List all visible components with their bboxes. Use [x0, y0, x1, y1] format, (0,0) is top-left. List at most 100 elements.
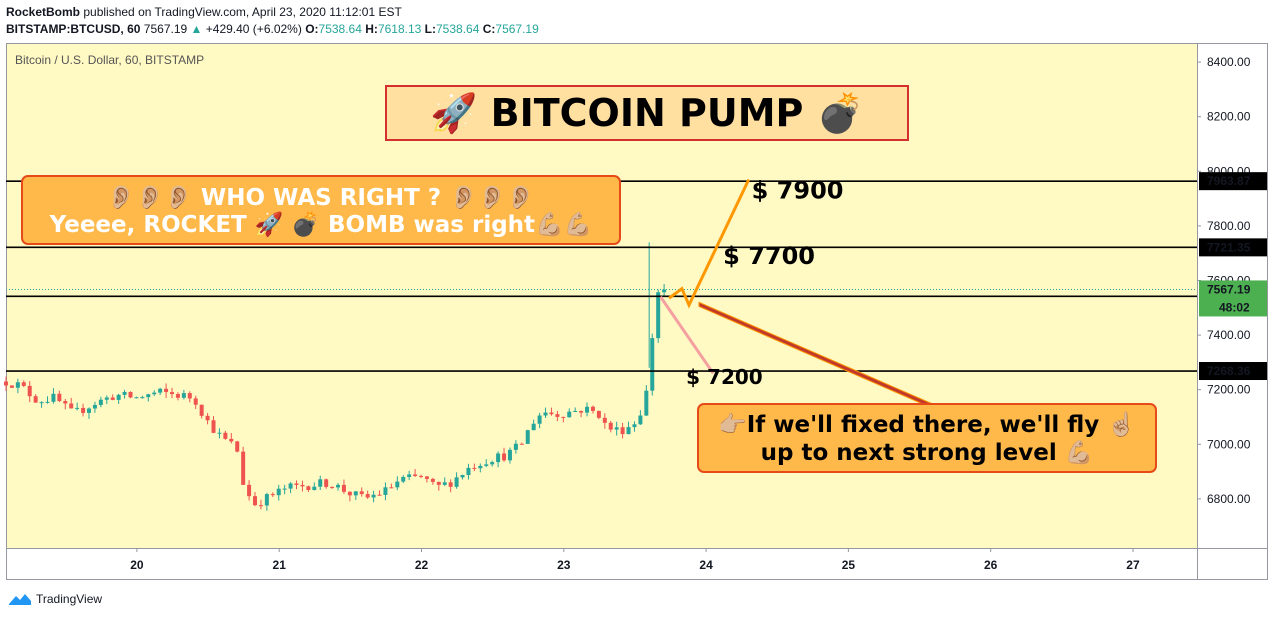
last-price: 7567.19 [143, 22, 188, 36]
candle-body [413, 474, 418, 476]
candle-body [590, 406, 595, 411]
candle-body [152, 392, 157, 395]
level-label: 7268.36 [1207, 364, 1251, 378]
level-label-box [1199, 238, 1267, 257]
y-tick-label: 7800.00 [1207, 219, 1251, 233]
candle-body [253, 496, 258, 506]
candle-body [430, 478, 435, 482]
candle-body [276, 488, 281, 496]
candle-body [181, 393, 186, 398]
candle-body [507, 449, 512, 461]
candle-body [175, 394, 180, 398]
symbol-label: BITSTAMP:BTCUSD, 60 [6, 22, 141, 36]
candle-body [549, 412, 554, 415]
candle-body [484, 464, 489, 466]
candle-body [525, 430, 530, 444]
candle-body [389, 487, 394, 489]
x-tick-label: 24 [699, 558, 713, 572]
candle-body [330, 486, 335, 488]
projection-up-line [668, 178, 751, 309]
countdown-label: 48:02 [1219, 300, 1250, 314]
candle-body [662, 289, 667, 293]
candle-body [146, 394, 151, 398]
candle-body [39, 402, 44, 404]
candle-body [608, 422, 613, 430]
author-name[interactable]: RocketBomb [6, 5, 81, 19]
candle-body [513, 443, 518, 450]
candle-body [98, 399, 103, 405]
x-tick-label: 21 [273, 558, 287, 572]
candle-body [454, 477, 459, 487]
candle-body [4, 381, 8, 386]
chart-frame [6, 43, 1268, 580]
candle-body [561, 416, 566, 418]
candle-body [596, 410, 601, 418]
low-value: 7538.64 [436, 22, 480, 36]
candle-body [63, 401, 68, 404]
x-tick-label: 20 [130, 558, 144, 572]
candle-body [460, 474, 465, 478]
candle-body [395, 481, 400, 488]
candle-body [104, 397, 109, 400]
candle-body [377, 494, 382, 496]
candle-body [217, 432, 222, 434]
candle-body [9, 385, 14, 388]
price-change: +429.40 (+6.02%) [205, 22, 302, 36]
callout-right-line2: up to next strong level 💪🏼 [761, 439, 1094, 466]
candle-body [258, 505, 263, 507]
candle-body [282, 488, 287, 490]
candle-body [424, 476, 429, 479]
target-label: $ 7200 [686, 365, 763, 389]
footer-brand: TradingView [36, 592, 103, 606]
candle-body [347, 491, 352, 496]
candle-body [264, 494, 269, 506]
candle-body [193, 398, 198, 405]
candle-body [490, 462, 495, 465]
callout-right-box [697, 403, 1157, 473]
candle-body [567, 411, 572, 418]
candle-body [324, 479, 329, 487]
banner-text: 🚀 BITCOIN PUMP 💣 [430, 91, 864, 137]
y-tick-label: 8400.00 [1207, 55, 1251, 69]
candle-body [371, 494, 376, 498]
high-value: 7618.13 [377, 22, 422, 36]
candle-body [223, 432, 228, 439]
candle-body [294, 483, 299, 485]
candle-body [644, 390, 649, 416]
candle-body [519, 443, 524, 445]
callout-left-line2: Yeeee, ROCKET 🚀 💣 BOMB was right💪🏼💪🏼 [49, 211, 593, 239]
candle-body [21, 382, 26, 386]
candle-body [365, 494, 370, 498]
candles [4, 242, 667, 511]
banner-box [385, 85, 909, 141]
up-arrow-icon: ▲ [190, 22, 203, 36]
tradingview-logo-icon [9, 594, 31, 605]
candle-body [531, 423, 536, 431]
chart-title: Bitcoin / U.S. Dollar, 60, BITSTAMP [15, 53, 204, 67]
x-tick-label: 25 [842, 558, 856, 572]
candle-body [270, 494, 275, 496]
publish-info: RocketBomb published on TradingView.com,… [6, 5, 402, 19]
candle-body [472, 467, 477, 469]
candle-body [170, 392, 175, 395]
candle-body [407, 474, 412, 477]
candle-body [543, 412, 548, 416]
candle-body [656, 292, 661, 339]
candle-body [205, 415, 210, 421]
candle-body [15, 382, 20, 388]
candle-body [187, 393, 192, 399]
last-price-badge [1199, 280, 1267, 317]
x-tick-label: 22 [415, 558, 429, 572]
candle-body [306, 486, 311, 491]
callout-left-line1: 👂🏼👂🏼👂🏼 WHO WAS RIGHT ? 👂🏼👂🏼👂🏼 [107, 184, 535, 211]
candle-body [419, 475, 424, 477]
candle-body [211, 420, 216, 433]
candle-body [650, 338, 655, 391]
close-value: 7567.19 [495, 22, 539, 36]
low-label: L: [424, 22, 436, 36]
close-label: C: [482, 22, 496, 36]
callout-left-box [21, 175, 621, 245]
candle-body [318, 479, 323, 487]
candle-body [140, 397, 145, 399]
